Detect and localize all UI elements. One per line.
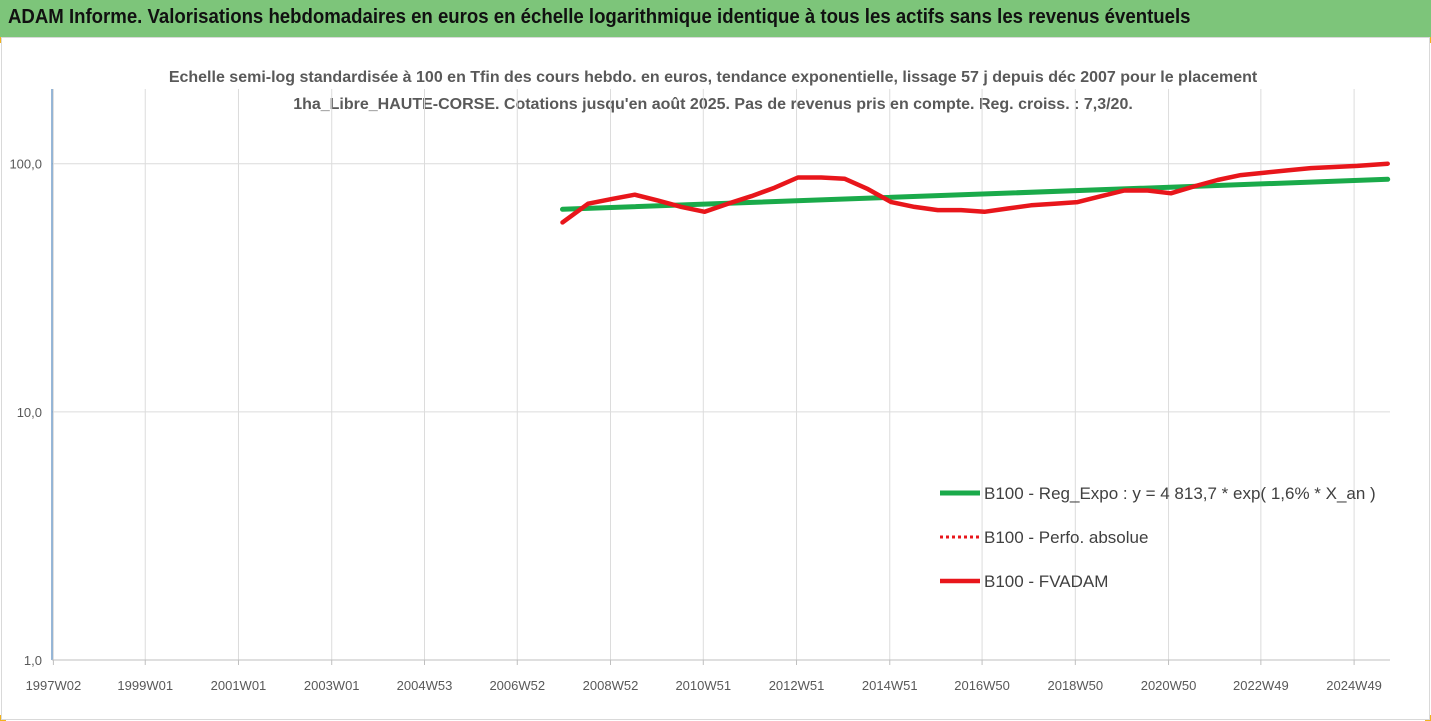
x-tick-label: 2004W53 — [397, 678, 453, 693]
x-tick-label: 2008W52 — [583, 678, 639, 693]
chart-area[interactable] — [1, 37, 1430, 720]
legend-label-0[interactable]: B100 - Reg_Expo : y = 4 813,7 * exp( 1,6… — [984, 484, 1376, 503]
x-tick-label: 2018W50 — [1047, 678, 1103, 693]
x-tick-label: 2006W52 — [489, 678, 545, 693]
x-tick-label: 2022W49 — [1233, 678, 1289, 693]
x-tick-label: 2016W50 — [954, 678, 1010, 693]
y-tick-label: 1,0 — [24, 653, 42, 668]
title-banner: ADAM Informe. Valorisations hebdomadaire… — [0, 0, 1431, 37]
chart-title: Echelle semi-log standardisée à 100 en T… — [168, 69, 1258, 113]
x-tick-label: 2024W49 — [1326, 678, 1382, 693]
x-tick-label: 1997W02 — [26, 678, 82, 693]
page-title: ADAM Informe. Valorisations hebdomadaire… — [8, 6, 1191, 28]
x-tick-label: 1999W01 — [117, 678, 173, 693]
x-tick-label: 2014W51 — [862, 678, 918, 693]
gridlines — [52, 89, 1390, 661]
x-tick-label: 2020W50 — [1141, 678, 1197, 693]
series-line-2[interactable] — [560, 161, 1390, 225]
legend-label-2[interactable]: B100 - FVADAM — [984, 572, 1108, 591]
x-tick-label: 2001W01 — [211, 678, 267, 693]
y-tick-label: 10,0 — [17, 405, 42, 420]
series-line-0[interactable] — [560, 176, 1391, 212]
series-group — [560, 161, 1391, 225]
y-tick-label: 100,0 — [9, 157, 42, 172]
axes: 1,0 10,0 100,0 1997W02 1999W01 2001W01 2003W01… — [9, 89, 1390, 693]
legend[interactable]: B100 - Reg_Expo : y = 4 813,7 * exp( 1,6… — [940, 484, 1376, 591]
x-tick-label: 2010W51 — [675, 678, 731, 693]
legend-label-1[interactable]: B100 - Perfo. absolue — [984, 528, 1148, 547]
x-tick-label: 2003W01 — [304, 678, 360, 693]
x-tick-label: 2012W51 — [769, 678, 825, 693]
